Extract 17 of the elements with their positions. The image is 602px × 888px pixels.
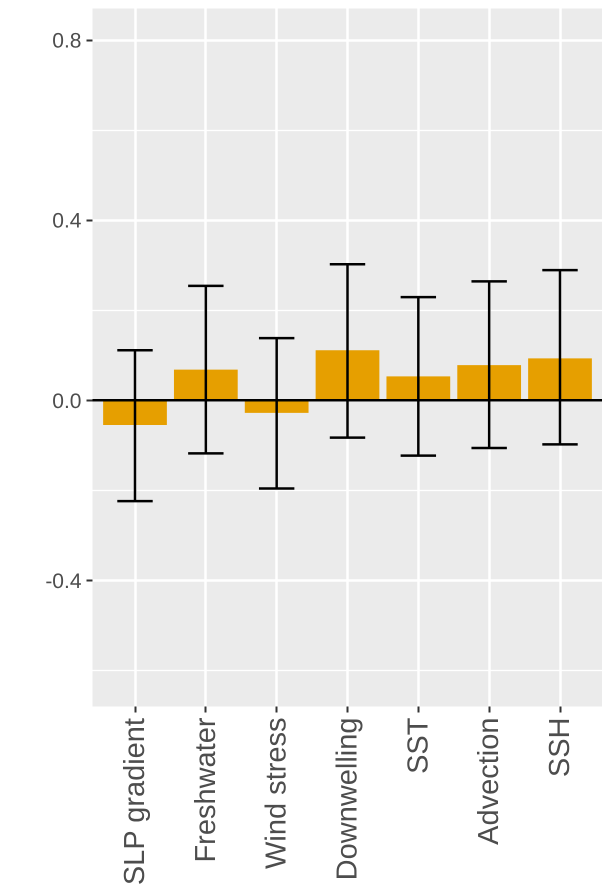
- x-tick-label: Advection: [473, 717, 506, 845]
- y-tick-label: 0.8: [52, 30, 82, 53]
- x-tick-label: SLP gradient: [119, 718, 151, 886]
- x-tick-label: Wind stress: [260, 717, 293, 869]
- x-tick-label: SST: [402, 717, 434, 774]
- x-tick-label: Downwelling: [332, 717, 364, 880]
- bar: [457, 365, 522, 400]
- y-tick-label: 0.4: [52, 210, 82, 233]
- bar: [174, 370, 238, 400]
- bar: [103, 400, 167, 426]
- x-tick-label: Freshwater: [190, 717, 222, 863]
- bar: [386, 376, 450, 400]
- y-tick-label: -0.4: [45, 570, 82, 593]
- bar: [316, 350, 380, 400]
- x-tick-label: SSH: [544, 717, 576, 778]
- bar: [528, 358, 592, 400]
- y-tick-label: 0.0: [52, 390, 82, 413]
